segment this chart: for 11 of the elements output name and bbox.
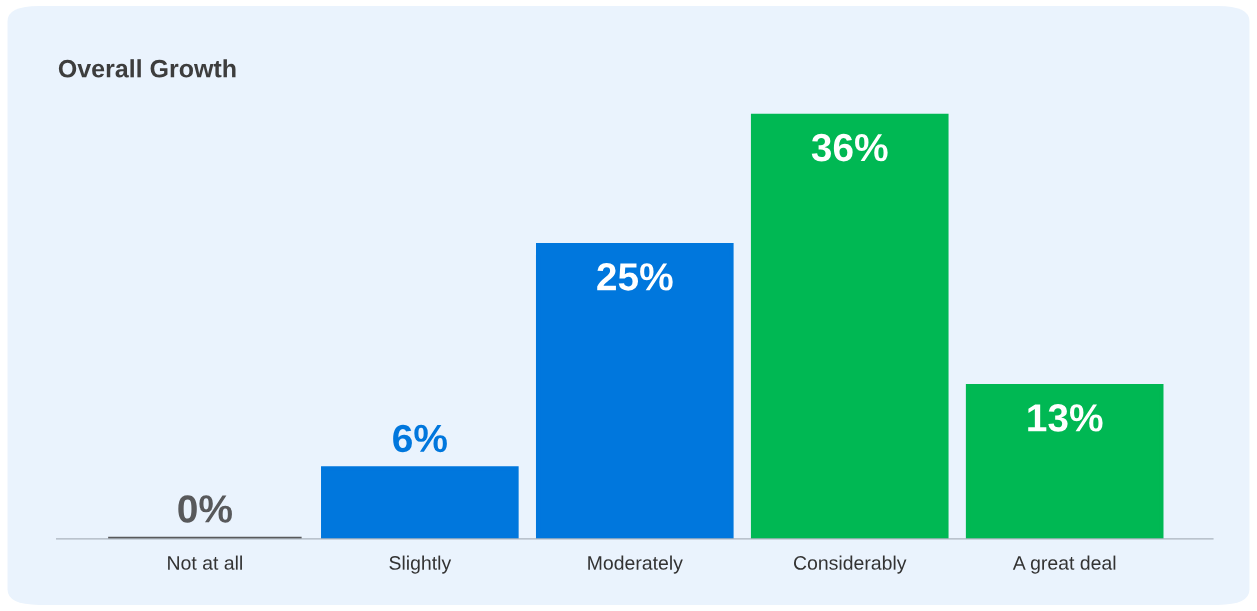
x-tick-label: A great deal bbox=[1012, 555, 1116, 574]
data-label: 36% bbox=[811, 133, 888, 162]
x-tick-label: Slightly bbox=[389, 555, 452, 574]
data-label: 13% bbox=[1028, 404, 1103, 432]
data-label: 6% bbox=[393, 424, 447, 453]
x-tick-label: Moderately bbox=[588, 555, 683, 574]
x-tick-label: Not at all bbox=[168, 555, 242, 570]
data-label: 25% bbox=[597, 263, 673, 291]
x-tick-label: Considerably bbox=[793, 555, 907, 574]
data-label: 0% bbox=[178, 495, 232, 523]
chart-title: Overall Growth bbox=[58, 59, 236, 78]
